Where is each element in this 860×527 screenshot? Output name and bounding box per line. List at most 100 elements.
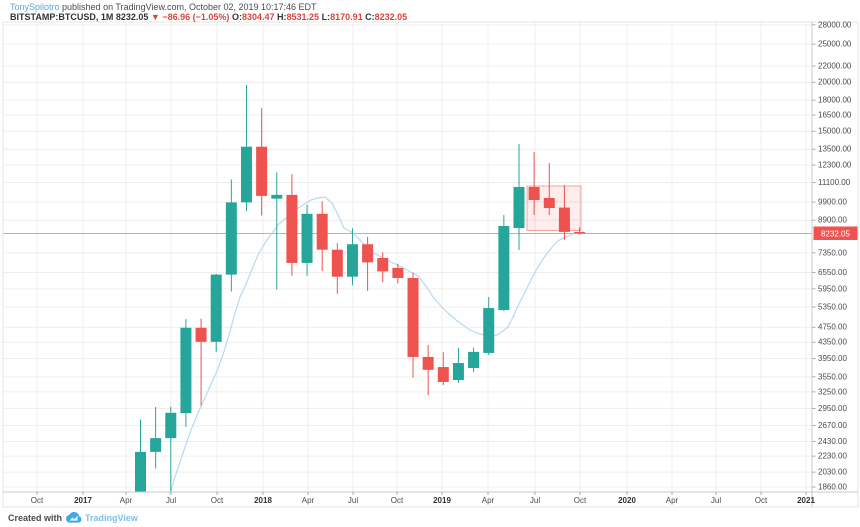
byline-text: published on TradingView.com, October 02… — [59, 2, 317, 12]
price-axis-label: 6550.00 — [818, 268, 847, 277]
time-axis-label: Jul — [530, 496, 540, 505]
price-axis-label: 15000.00 — [818, 127, 852, 136]
candle-sep-2017 — [195, 318, 207, 406]
time-axis-label: Oct — [755, 496, 768, 505]
created-with-label: Created with — [8, 512, 63, 523]
price-axis-label: 2230.00 — [818, 452, 847, 461]
candle-nov-2018 — [407, 272, 419, 378]
price-axis-label: 3550.00 — [818, 372, 847, 381]
candle-feb-2019 — [452, 347, 464, 383]
close-label: C: — [365, 12, 375, 22]
price-axis-label: 8900.00 — [818, 216, 847, 225]
candle-jun-2018 — [331, 243, 343, 294]
chart-frame — [2, 21, 859, 508]
sma-line — [169, 196, 585, 494]
publish-byline: TonySpilotro published on TradingView.co… — [10, 2, 407, 12]
username-link[interactable]: TonySpilotro — [10, 2, 60, 12]
time-axis-label: Apr — [482, 496, 495, 505]
cloud-icon — [66, 512, 82, 523]
time-axis-label: Oct — [211, 496, 224, 505]
price-axis-label: 4350.00 — [818, 338, 847, 347]
price-axis-label: 2030.00 — [818, 468, 847, 477]
price-axis[interactable]: 28000.00 25000.00 22000.00 20000.00 18000.00… — [812, 20, 852, 492]
price-axis-label: 16500.00 — [818, 110, 852, 119]
price-axis-label: 13500.00 — [818, 145, 852, 154]
footer-attribution: Created with TradingView — [8, 512, 138, 523]
time-axis-label: Oct — [391, 496, 404, 505]
candle-aug-2018 — [362, 236, 374, 291]
current-price-value: 8232.05 — [821, 230, 850, 239]
time-axis-label: Apr — [120, 496, 133, 505]
tradingview-logo-text[interactable]: TradingView — [85, 512, 138, 523]
time-axis-label: Oct — [574, 496, 587, 505]
time-axis-label: Oct — [31, 496, 44, 505]
price-axis-label: 2670.00 — [818, 421, 847, 430]
time-axis-label: Jul — [711, 496, 721, 505]
time-axis-label: Jul — [166, 496, 176, 505]
vertical-gridlines — [36, 22, 807, 492]
down-arrow-icon: ▼ — [150, 12, 160, 22]
highlight-rectangle[interactable] — [526, 185, 582, 231]
price-axis-label: 4750.00 — [818, 323, 847, 332]
symbol-interval-label: BITSTAMP:BTCUSD, 1M — [10, 12, 114, 22]
price-axis-label: 12300.00 — [818, 161, 852, 170]
price-axis-label: 5950.00 — [818, 284, 847, 293]
time-axis-label: 2017 — [74, 496, 92, 505]
time-axis-label: Jul — [348, 496, 358, 505]
candle-sep-2018 — [377, 252, 389, 283]
time-axis-label: Apr — [302, 496, 315, 505]
high-label: H: — [277, 12, 287, 22]
price-axis-label: 3950.00 — [818, 354, 847, 363]
time-axis-label: 2021 — [797, 496, 815, 505]
candlestick-series[interactable] — [135, 85, 586, 492]
candle-aug-2017 — [180, 319, 192, 427]
symbol-quote-line: BITSTAMP:BTCUSD, 1M 8232.05 ▼ −86.96 (−1… — [10, 12, 407, 22]
close-value: 8232.05 — [374, 12, 408, 22]
price-axis-label: 20000.00 — [818, 78, 852, 87]
candle-jan-2018 — [256, 108, 268, 216]
open-label: O: — [231, 12, 242, 22]
candle-may-2018 — [316, 201, 328, 272]
candle-oct-2017 — [210, 273, 222, 352]
candle-apr-2018 — [301, 204, 313, 276]
price-axis-label: 11100.00 — [818, 178, 851, 187]
candle-dec-2018 — [422, 344, 434, 396]
time-axis-label: 2020 — [618, 496, 636, 505]
candle-oct-2019 — [574, 227, 586, 235]
candle-jun-2019 — [513, 143, 525, 250]
price-axis-label: 25000.00 — [818, 40, 852, 49]
candle-jan-2019 — [437, 351, 449, 385]
time-axis-label: Apr — [666, 496, 679, 505]
candle-jul-2018 — [346, 228, 358, 286]
candle-jun-2017 — [150, 406, 162, 469]
price-axis-label: 9900.00 — [818, 198, 847, 207]
candle-oct-2018 — [392, 263, 404, 284]
price-axis-label: 5350.00 — [818, 302, 847, 311]
last-price: 8232.05 — [115, 12, 149, 22]
price-axis-label: 7350.00 — [818, 248, 847, 257]
time-axis-label: 2018 — [254, 496, 272, 505]
time-axis-label: 2019 — [433, 496, 451, 505]
candle-jul-2019 — [528, 151, 540, 216]
candle-feb-2018 — [271, 172, 283, 290]
price-axis-label: 3250.00 — [818, 387, 847, 396]
low-label: L: — [321, 12, 331, 22]
candle-dec-2017 — [240, 85, 252, 212]
chart-header: TonySpilotro published on TradingView.co… — [10, 2, 407, 22]
price-axis-label: 2430.00 — [818, 437, 847, 446]
candle-aug-2019 — [543, 162, 555, 216]
current-price-label: 8232.05 — [813, 226, 858, 240]
candle-nov-2017 — [225, 179, 237, 292]
candle-apr-2019 — [483, 297, 495, 356]
time-axis[interactable]: Oct 2017 Apr Jul Oct 2018 Apr Jul Oct 2019 Apr Jul O… — [31, 492, 816, 505]
candle-mar-2019 — [468, 347, 480, 372]
price-axis-label: 22000.00 — [818, 61, 852, 70]
candle-mar-2018 — [286, 174, 298, 276]
price-axis-label: 2950.00 — [818, 404, 847, 413]
candle-may-2019 — [498, 215, 510, 311]
candle-jul-2017 — [165, 406, 177, 492]
price-change: −86.96 (−1.05%) — [162, 12, 230, 22]
candle-may-2017 — [135, 419, 146, 492]
